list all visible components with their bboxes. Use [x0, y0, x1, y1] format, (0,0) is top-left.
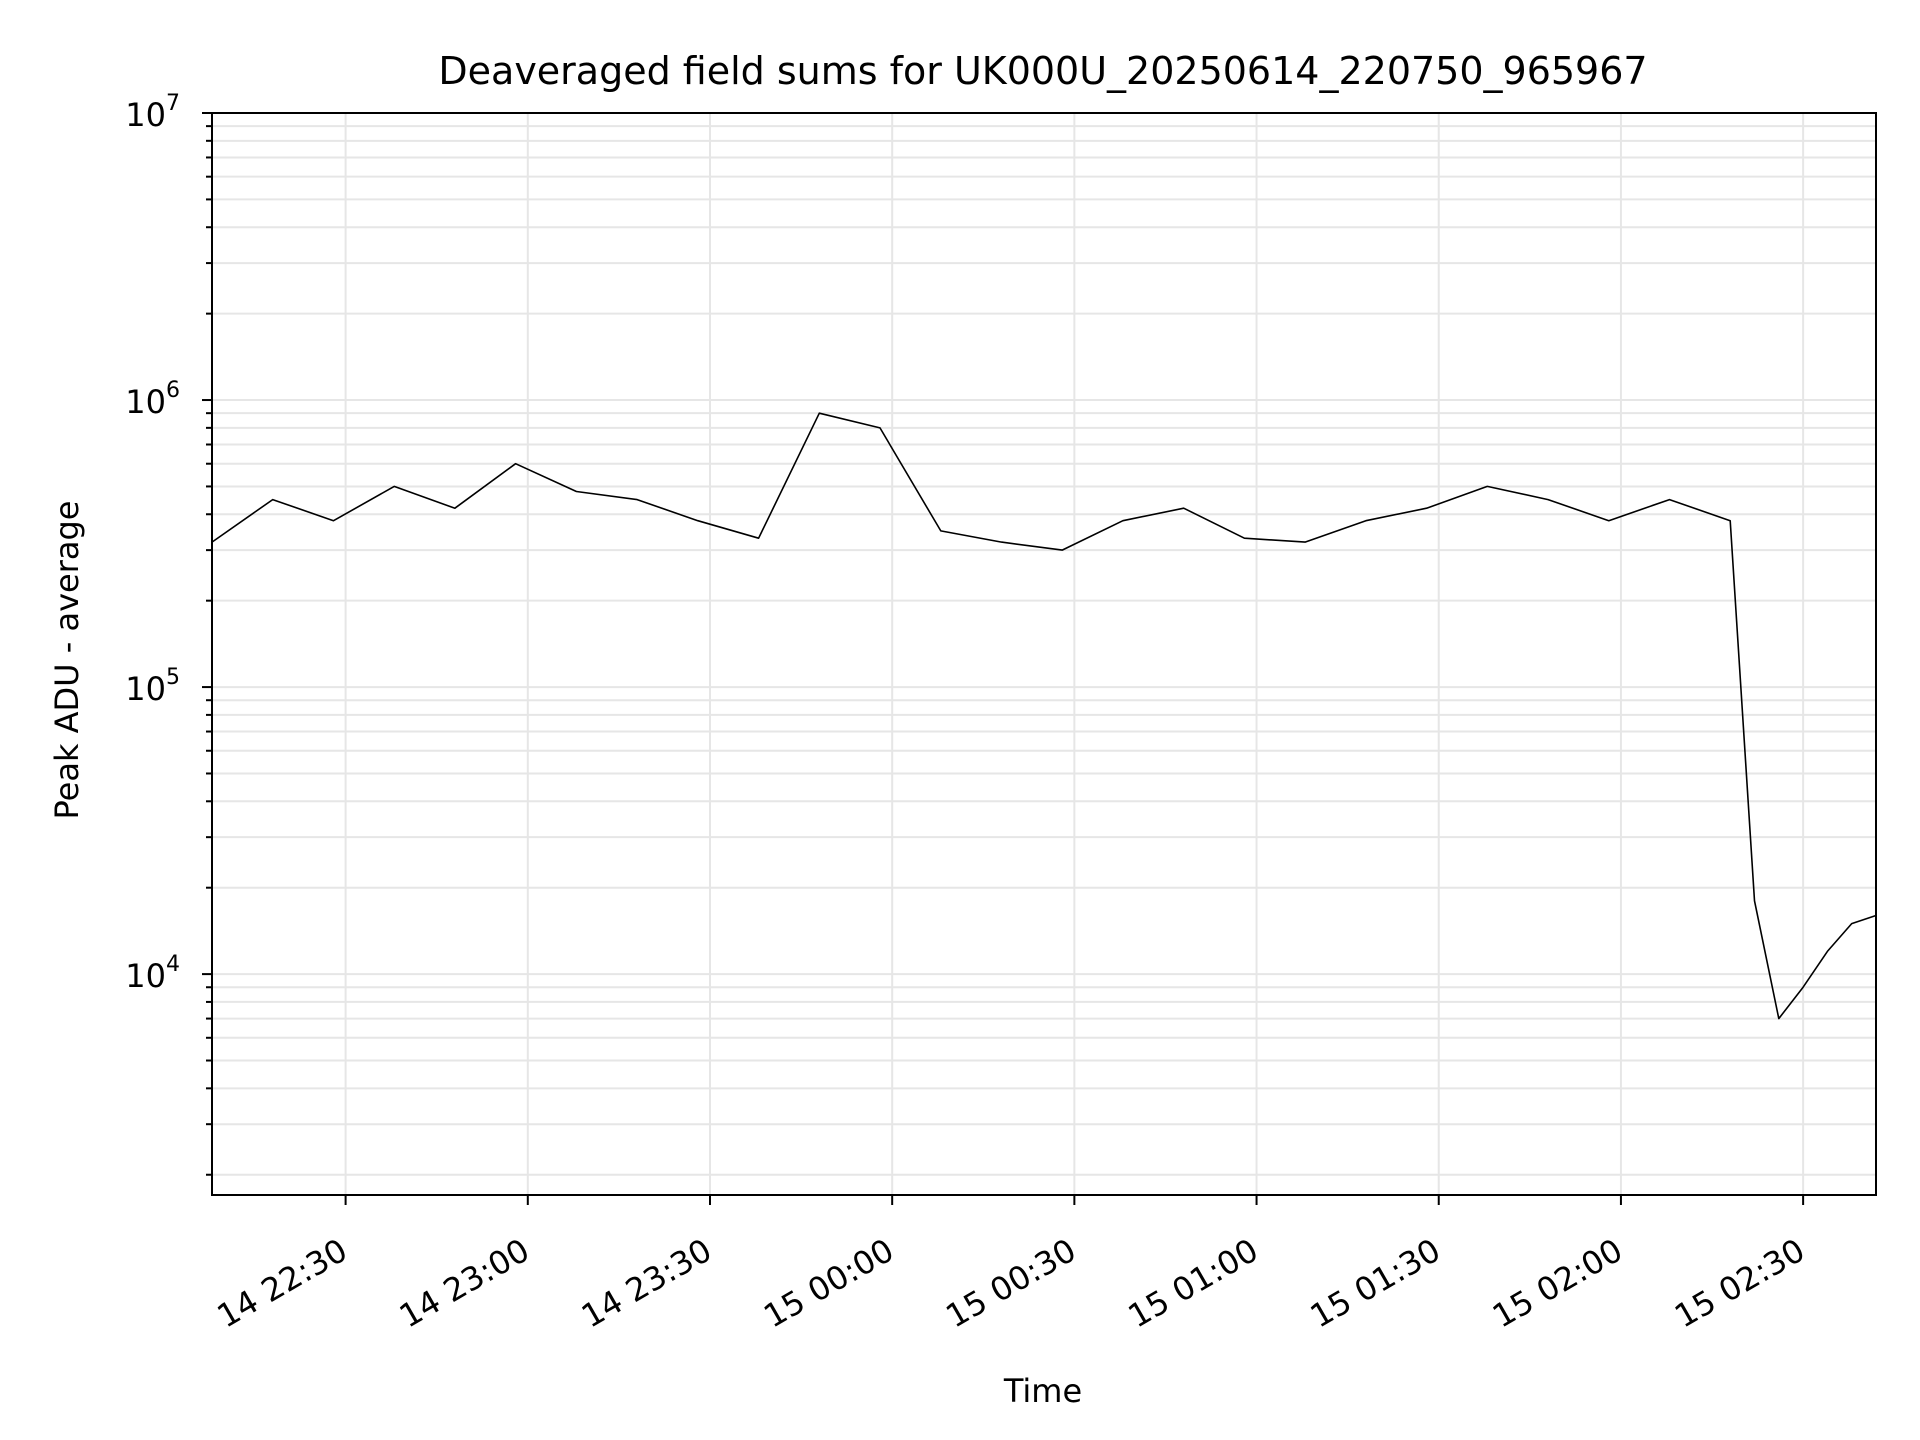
line-layer — [211, 412, 1877, 1020]
y-axis-label: Peak ADU - average — [48, 501, 86, 820]
y-tick-label: 104 — [125, 952, 180, 995]
x-axis-label: Time — [1003, 1372, 1082, 1410]
plot-frame — [211, 112, 1877, 1196]
chart-title: Deaveraged field sums for UK000U_2025061… — [438, 49, 1647, 93]
y-tick-label: 107 — [125, 91, 180, 134]
y-tick-label: 106 — [125, 378, 180, 421]
y-tick-label: 105 — [125, 665, 180, 708]
grid-layer — [212, 112, 1876, 1195]
series-line — [211, 412, 1877, 1020]
